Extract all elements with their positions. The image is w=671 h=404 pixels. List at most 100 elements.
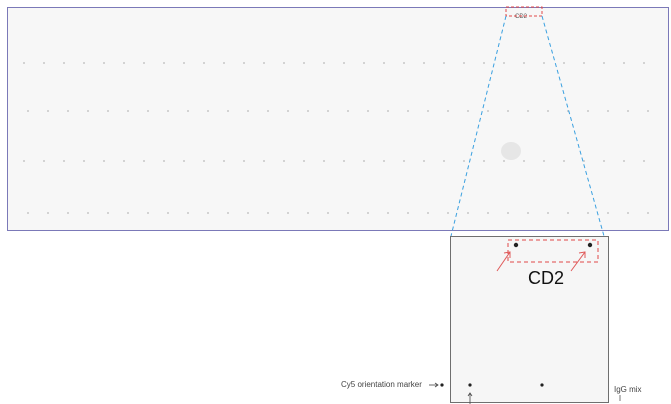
array-spot: [67, 110, 69, 112]
array-spot: [387, 110, 389, 112]
array-spot: [383, 62, 385, 64]
array-spot: [567, 110, 569, 112]
array-spot: [187, 110, 189, 112]
orientation-spot-left: [440, 383, 444, 387]
array-spot: [167, 110, 169, 112]
array-spot: [227, 110, 229, 112]
array-spot: [367, 212, 369, 214]
array-spot: [163, 62, 165, 64]
array-spot-grid: [23, 62, 649, 214]
array-spot: [603, 62, 605, 64]
array-spot: [327, 212, 329, 214]
array-spot: [167, 212, 169, 214]
array-spot: [103, 160, 105, 162]
array-spot: [403, 62, 405, 64]
array-spot: [183, 160, 185, 162]
zoomed-region-panel: [450, 236, 609, 403]
array-spot: [243, 62, 245, 64]
array-spot: [223, 62, 225, 64]
array-spot: [547, 212, 549, 214]
array-spot: [27, 212, 29, 214]
array-spot: [487, 110, 489, 112]
array-spot: [207, 212, 209, 214]
array-spot: [483, 62, 485, 64]
array-spot: [507, 212, 509, 214]
array-spot: [543, 62, 545, 64]
array-spot: [103, 62, 105, 64]
array-spot: [303, 160, 305, 162]
array-spot: [43, 62, 45, 64]
array-spot: [243, 160, 245, 162]
array-spot: [563, 160, 565, 162]
top-target-label: CD2: [515, 14, 528, 20]
array-spot: [543, 160, 545, 162]
array-spot: [363, 160, 365, 162]
array-spot: [327, 110, 329, 112]
array-spot: [87, 110, 89, 112]
array-spot: [583, 160, 585, 162]
array-spot: [467, 212, 469, 214]
array-spot: [263, 160, 265, 162]
array-spot: [123, 160, 125, 162]
array-spot: [443, 62, 445, 64]
array-spot: [107, 212, 109, 214]
array-spot: [583, 62, 585, 64]
array-spot: [623, 62, 625, 64]
array-spot: [507, 110, 509, 112]
array-spot: [143, 160, 145, 162]
array-spot: [407, 110, 409, 112]
array-spot: [503, 62, 505, 64]
orientation-marker-label: Cy5 orientation marker: [341, 380, 422, 389]
array-spot: [123, 62, 125, 64]
array-spot: [407, 212, 409, 214]
array-spot: [463, 160, 465, 162]
array-spot: [367, 110, 369, 112]
array-spot: [27, 110, 29, 112]
array-spot: [267, 110, 269, 112]
array-spot: [107, 110, 109, 112]
array-spot: [127, 212, 129, 214]
array-spot: [547, 110, 549, 112]
array-spot: [527, 212, 529, 214]
array-spot: [87, 212, 89, 214]
array-spot: [587, 212, 589, 214]
array-spot: [587, 110, 589, 112]
array-spot: [63, 160, 65, 162]
array-spot: [627, 110, 629, 112]
array-spot: [423, 160, 425, 162]
array-spot: [163, 160, 165, 162]
array-spot: [447, 212, 449, 214]
array-spot: [443, 160, 445, 162]
array-spot: [643, 160, 645, 162]
array-smudge: [501, 142, 521, 160]
array-spot: [207, 110, 209, 112]
array-spot: [627, 212, 629, 214]
array-spot: [47, 110, 49, 112]
array-spot: [247, 110, 249, 112]
array-spot: [323, 160, 325, 162]
array-spot: [303, 62, 305, 64]
array-spot: [607, 212, 609, 214]
array-spot: [223, 160, 225, 162]
array-spot: [523, 62, 525, 64]
array-spot: [263, 62, 265, 64]
array-spot: [447, 110, 449, 112]
array-spot: [83, 62, 85, 64]
array-spot: [247, 212, 249, 214]
array-spot: [427, 212, 429, 214]
array-spot: [647, 110, 649, 112]
array-spot: [227, 212, 229, 214]
array-spot: [307, 212, 309, 214]
zoom-target-label: CD2: [528, 268, 565, 288]
array-spot: [347, 212, 349, 214]
array-spot: [427, 110, 429, 112]
array-spot: [147, 212, 149, 214]
array-spot: [267, 212, 269, 214]
array-spot: [623, 160, 625, 162]
array-spot: [503, 160, 505, 162]
array-spot: [23, 62, 25, 64]
array-spot: [567, 212, 569, 214]
array-spot: [203, 62, 205, 64]
antibody-array-strip: [7, 7, 669, 231]
array-spot: [343, 160, 345, 162]
